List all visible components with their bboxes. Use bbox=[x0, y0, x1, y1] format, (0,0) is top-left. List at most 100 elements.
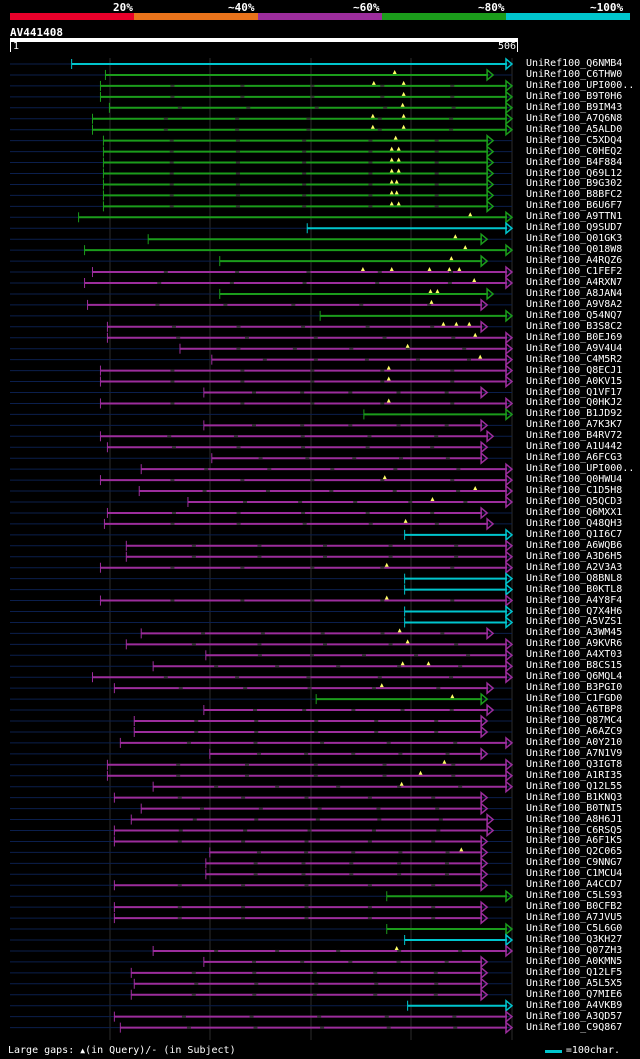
hit-link[interactable]: UniRef100_Q7X4H6 bbox=[526, 605, 623, 617]
hit-row[interactable] bbox=[10, 648, 514, 662]
hit-link[interactable]: UniRef100_B0KTL8 bbox=[526, 583, 623, 595]
hit-row[interactable] bbox=[10, 407, 514, 422]
hit-link[interactable]: UniRef100_A6TBP8 bbox=[526, 704, 623, 716]
hit-link[interactable]: UniRef100_B1JD92 bbox=[526, 408, 623, 420]
hit-link[interactable]: UniRef100_A3WM45 bbox=[526, 627, 623, 639]
hit-row[interactable] bbox=[10, 90, 514, 104]
hit-row[interactable] bbox=[10, 780, 514, 794]
hit-link[interactable]: UniRef100_UPI000.. bbox=[526, 463, 635, 475]
hit-row[interactable] bbox=[10, 626, 512, 641]
hit-link[interactable]: UniRef100_Q2C065 bbox=[526, 846, 623, 858]
hit-row[interactable] bbox=[10, 276, 514, 290]
hit-link[interactable]: UniRef100_A5L5X5 bbox=[526, 977, 623, 989]
hit-row[interactable] bbox=[10, 112, 514, 126]
hit-row[interactable] bbox=[10, 572, 514, 586]
hit-row[interactable] bbox=[10, 418, 512, 432]
hit-link[interactable]: UniRef100_A3D6H5 bbox=[526, 550, 623, 562]
hit-row[interactable] bbox=[10, 988, 512, 1002]
hit-row[interactable] bbox=[10, 396, 514, 411]
hit-row[interactable] bbox=[10, 561, 514, 575]
hit-link[interactable]: UniRef100_Q3KH27 bbox=[526, 934, 623, 945]
hit-row[interactable] bbox=[10, 637, 514, 651]
hit-row[interactable] bbox=[10, 670, 514, 684]
hit-link[interactable]: UniRef100_Q5QCD3 bbox=[526, 496, 623, 507]
hit-row[interactable] bbox=[10, 331, 514, 345]
hit-link[interactable]: UniRef100_A3QD57 bbox=[526, 1010, 623, 1022]
hit-link[interactable]: UniRef100_Q6MXX1 bbox=[526, 506, 623, 518]
hit-link[interactable]: UniRef100_Q87MC4 bbox=[526, 715, 623, 726]
hit-row[interactable] bbox=[10, 845, 512, 860]
hit-link[interactable]: UniRef100_B9IM43 bbox=[526, 101, 623, 113]
hit-link[interactable]: UniRef100_B0EJ69 bbox=[526, 331, 623, 343]
hit-link[interactable]: UniRef100_UPI000.. bbox=[526, 79, 635, 91]
hit-link[interactable]: UniRef100_Q1I6C7 bbox=[526, 528, 623, 540]
hit-row[interactable] bbox=[10, 812, 512, 827]
hit-link[interactable]: UniRef100_A6WQB6 bbox=[526, 539, 623, 551]
hit-link[interactable]: UniRef100_C4M5R2 bbox=[526, 353, 623, 365]
hit-row[interactable] bbox=[10, 101, 514, 115]
hit-row[interactable] bbox=[10, 911, 512, 925]
hit-row[interactable] bbox=[10, 725, 512, 739]
hit-row[interactable] bbox=[10, 889, 514, 903]
hit-row[interactable] bbox=[10, 791, 512, 805]
hit-link[interactable]: UniRef100_A7Q6N8 bbox=[526, 112, 623, 124]
hit-row[interactable] bbox=[10, 342, 514, 356]
hit-row[interactable] bbox=[10, 681, 512, 695]
hit-link[interactable]: UniRef100_C5LS93 bbox=[526, 890, 623, 902]
hit-link[interactable]: UniRef100_A4XT03 bbox=[526, 649, 623, 661]
hit-row[interactable] bbox=[10, 966, 512, 980]
hit-row[interactable] bbox=[10, 550, 514, 564]
hit-link[interactable]: UniRef100_Q69L12 bbox=[526, 167, 623, 179]
hit-row[interactable] bbox=[10, 254, 512, 268]
hit-link[interactable]: UniRef100_Q48QH3 bbox=[526, 517, 623, 529]
hit-row[interactable] bbox=[10, 582, 514, 597]
hit-row[interactable] bbox=[10, 199, 512, 213]
hit-link[interactable]: UniRef100_C5L6G0 bbox=[526, 923, 623, 935]
hit-link[interactable]: UniRef100_Q12L55 bbox=[526, 780, 623, 792]
hit-link[interactable]: UniRef100_B4RV72 bbox=[526, 430, 623, 442]
hit-row[interactable] bbox=[10, 484, 514, 498]
hit-link[interactable]: UniRef100_A8JAN4 bbox=[526, 287, 623, 299]
hit-row[interactable] bbox=[10, 79, 514, 93]
hit-link[interactable]: UniRef100_B9G302 bbox=[526, 178, 623, 190]
hit-link[interactable]: UniRef100_B9T0H6 bbox=[526, 90, 623, 102]
hit-row[interactable] bbox=[10, 944, 514, 958]
hit-link[interactable]: UniRef100_Q3IGT8 bbox=[526, 758, 623, 770]
hit-link[interactable]: UniRef100_Q12LF5 bbox=[526, 966, 623, 978]
hit-row[interactable] bbox=[10, 823, 512, 838]
hit-row[interactable] bbox=[10, 834, 512, 849]
hit-row[interactable] bbox=[10, 440, 512, 454]
hit-link[interactable]: UniRef100_A6F1K5 bbox=[526, 835, 623, 847]
hit-row[interactable] bbox=[10, 999, 514, 1013]
hit-link[interactable]: UniRef100_A5ALD0 bbox=[526, 123, 623, 135]
hit-link[interactable]: UniRef100_A6FCG3 bbox=[526, 452, 623, 464]
hit-row[interactable] bbox=[10, 144, 512, 159]
hit-row[interactable] bbox=[10, 593, 514, 608]
hit-row[interactable] bbox=[10, 188, 512, 203]
hit-row[interactable] bbox=[10, 703, 512, 717]
hit-link[interactable]: UniRef100_Q01GK3 bbox=[526, 233, 623, 245]
hit-link[interactable]: UniRef100_C6RSQ5 bbox=[526, 824, 623, 836]
hit-row[interactable] bbox=[10, 287, 512, 301]
hit-link[interactable]: UniRef100_A0KV15 bbox=[526, 375, 623, 387]
hit-row[interactable] bbox=[10, 900, 512, 914]
hit-row[interactable] bbox=[10, 539, 514, 553]
hit-link[interactable]: UniRef100_Q07ZH3 bbox=[526, 944, 623, 956]
hit-link[interactable]: UniRef100_A6AZC9 bbox=[526, 725, 623, 737]
hit-row[interactable] bbox=[10, 922, 514, 936]
hit-link[interactable]: UniRef100_Q1VF17 bbox=[526, 386, 623, 398]
hit-row[interactable] bbox=[10, 320, 512, 334]
hit-link[interactable]: UniRef100_Q0HWU4 bbox=[526, 474, 623, 486]
hit-link[interactable]: UniRef100_A9V4U4 bbox=[526, 342, 623, 354]
hit-link[interactable]: UniRef100_A5VZS1 bbox=[526, 616, 623, 628]
hit-link[interactable]: UniRef100_A1RI35 bbox=[526, 769, 623, 781]
hit-row[interactable] bbox=[10, 134, 512, 148]
hit-link[interactable]: UniRef100_C1FGD0 bbox=[526, 693, 623, 705]
hit-link[interactable]: UniRef100_A7JVU5 bbox=[526, 912, 623, 924]
hit-row[interactable] bbox=[10, 517, 512, 531]
hit-row[interactable] bbox=[10, 232, 512, 246]
hit-link[interactable]: UniRef100_Q7MIE6 bbox=[526, 988, 623, 1000]
hit-row[interactable] bbox=[10, 801, 512, 816]
hit-link[interactable]: UniRef100_A0Y210 bbox=[526, 736, 623, 748]
hit-row[interactable] bbox=[10, 1010, 514, 1024]
